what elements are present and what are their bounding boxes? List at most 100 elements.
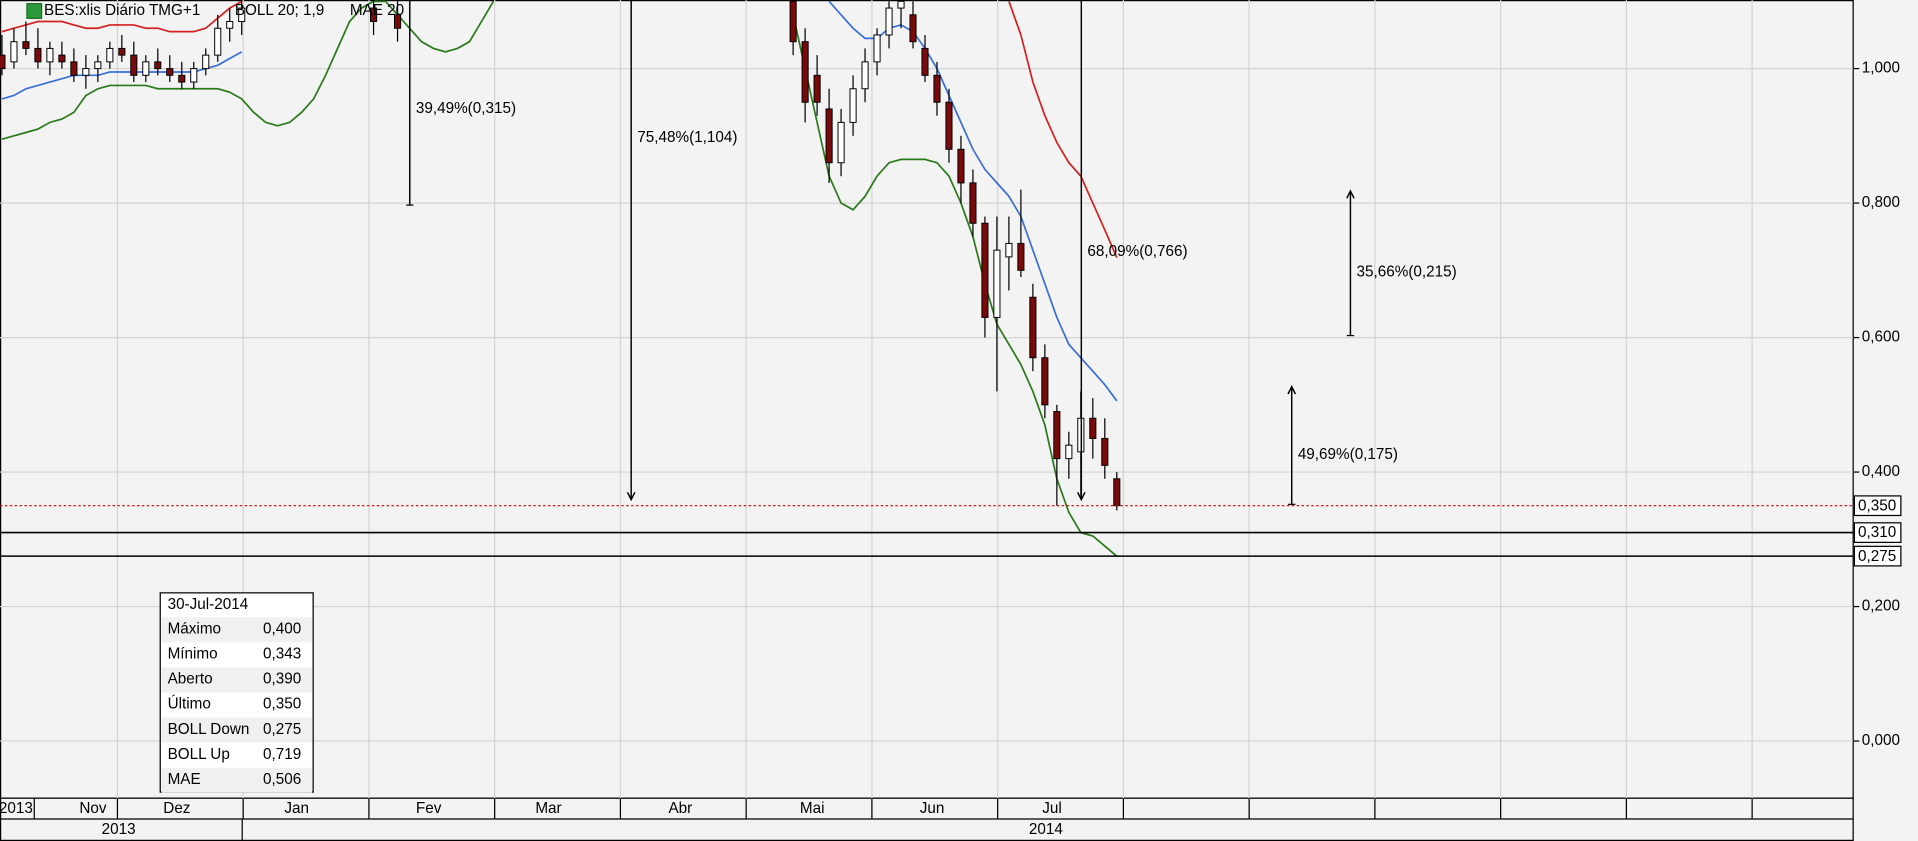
candle-body bbox=[1089, 417, 1097, 439]
candle-body bbox=[190, 68, 198, 83]
candle-body bbox=[1017, 242, 1025, 271]
candle-body bbox=[897, 0, 905, 9]
candle-body bbox=[154, 61, 162, 70]
indicator-line bbox=[1, 0, 243, 33]
x-tick-label: 2013 bbox=[0, 800, 33, 817]
candle-body bbox=[226, 21, 234, 29]
y-tick-label: 0,800 bbox=[1862, 194, 1900, 211]
x-tick-label: Nov bbox=[79, 800, 107, 817]
candle-body bbox=[118, 47, 126, 56]
candle-body bbox=[370, 7, 378, 23]
candle-body bbox=[945, 101, 953, 150]
indicator-line bbox=[1, 51, 243, 100]
candle-body bbox=[58, 54, 66, 63]
candle-body bbox=[202, 54, 210, 70]
plot-area bbox=[0, 0, 1355, 557]
candle-body bbox=[993, 249, 1001, 318]
candle-body bbox=[885, 7, 893, 36]
price-tag-label: 0,310 bbox=[1858, 524, 1896, 541]
candle-body bbox=[10, 41, 18, 63]
info-value: 0,343 bbox=[263, 646, 301, 663]
info-label: Máximo bbox=[168, 621, 221, 638]
indicator-line bbox=[792, 14, 1118, 557]
x-tick-label: Mai bbox=[800, 800, 825, 817]
candle-body bbox=[1041, 357, 1049, 406]
price-tag-box bbox=[1853, 522, 1902, 543]
measure-arrowhead bbox=[1076, 491, 1086, 502]
candle-body bbox=[82, 68, 90, 76]
indicator-line bbox=[1, 0, 495, 141]
info-value: 0,506 bbox=[263, 771, 301, 788]
candle-body bbox=[957, 148, 965, 184]
measure-arrowhead bbox=[626, 491, 636, 502]
info-label: Mínimo bbox=[168, 646, 218, 663]
info-label: Último bbox=[168, 696, 211, 713]
candle-body bbox=[1029, 296, 1037, 359]
candle-body bbox=[873, 34, 881, 63]
info-value: 0,350 bbox=[263, 696, 301, 713]
info-label: MAE bbox=[168, 771, 201, 788]
info-row-shade bbox=[161, 717, 312, 743]
legend-entry: BOLL 20; 1,9 bbox=[235, 2, 324, 19]
candle-body bbox=[1101, 437, 1109, 466]
info-row-shade bbox=[161, 667, 312, 693]
candle-body bbox=[813, 74, 821, 103]
candle-body bbox=[94, 61, 102, 70]
y-tick-label: 1,000 bbox=[1862, 60, 1900, 77]
year-label: 2014 bbox=[1029, 821, 1063, 838]
info-value: 0,400 bbox=[263, 621, 301, 638]
candle-body bbox=[70, 61, 78, 76]
price-tag-box bbox=[1853, 495, 1902, 517]
candle-body bbox=[861, 61, 869, 90]
measure-label: 35,66%(0,215) bbox=[1357, 264, 1457, 281]
measure-arrowhead bbox=[1346, 189, 1355, 199]
info-value: 0,719 bbox=[263, 746, 301, 763]
y-tick-label: 0,200 bbox=[1862, 598, 1900, 615]
candle-body bbox=[22, 41, 30, 49]
candle-body bbox=[0, 54, 6, 70]
info-value: 0,275 bbox=[263, 721, 301, 738]
candle-body bbox=[849, 88, 857, 123]
candle-body bbox=[1065, 444, 1073, 460]
year-label: 2013 bbox=[102, 821, 136, 838]
candle-body bbox=[837, 121, 845, 164]
price-tag-box bbox=[1853, 545, 1902, 567]
measure-label: 75,48%(1,104) bbox=[637, 129, 737, 146]
legend-entry: MAE 20 bbox=[350, 2, 404, 19]
x-tick-label: Jan bbox=[284, 800, 309, 817]
candle-body bbox=[166, 68, 174, 76]
x-tick-label: Mar bbox=[535, 800, 561, 817]
measure-label: 68,09%(0,766) bbox=[1087, 243, 1187, 260]
instrument-icon bbox=[26, 3, 43, 19]
candle-body bbox=[981, 222, 989, 318]
candle-body bbox=[825, 108, 833, 164]
indicator-line bbox=[1008, 1, 1118, 258]
candle-body bbox=[1053, 411, 1061, 460]
candle-body bbox=[214, 27, 222, 56]
info-label: Aberto bbox=[168, 671, 213, 688]
candle-body bbox=[142, 61, 150, 76]
chart-title: BES:xlis Diário TMG+1 bbox=[44, 2, 200, 19]
candle-body bbox=[801, 41, 809, 103]
candle-body bbox=[1005, 242, 1013, 258]
x-tick-label: Jun bbox=[920, 800, 945, 817]
candle-body bbox=[921, 47, 929, 76]
info-label: BOLL Up bbox=[168, 746, 230, 763]
info-value: 0,390 bbox=[263, 671, 301, 688]
y-tick-label: 0,600 bbox=[1862, 329, 1900, 346]
measure-label: 49,69%(0,175) bbox=[1298, 446, 1398, 463]
candle-body bbox=[393, 14, 402, 29]
candle-body bbox=[238, 7, 246, 23]
price-tag-label: 0,275 bbox=[1858, 548, 1896, 565]
candle-body bbox=[1113, 478, 1121, 507]
info-row-shade bbox=[161, 617, 312, 643]
info-row-shade bbox=[161, 767, 312, 793]
candle-body bbox=[789, 0, 797, 43]
y-tick-label: 0,400 bbox=[1862, 463, 1900, 480]
candle-body bbox=[933, 74, 941, 103]
measure-label: 39,49%(0,315) bbox=[416, 100, 516, 117]
candle-body bbox=[969, 182, 977, 224]
